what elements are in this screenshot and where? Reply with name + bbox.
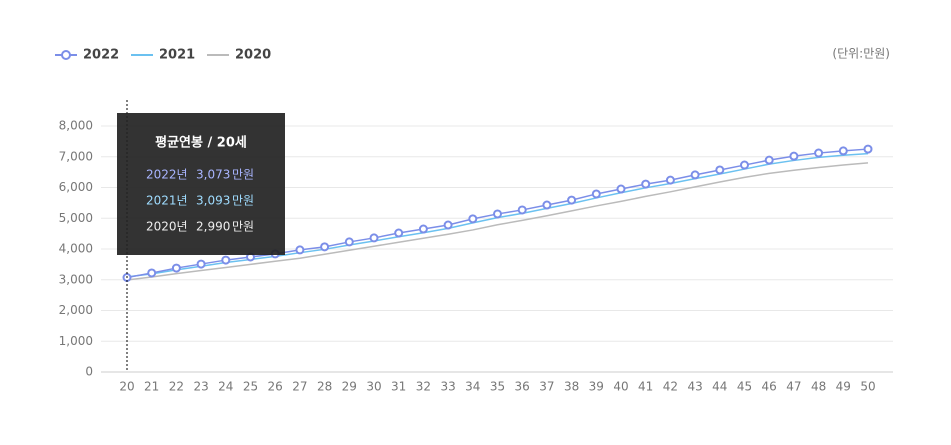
x-tick-label: 32 (416, 380, 431, 394)
tooltip-value: 2,990 (196, 220, 230, 234)
x-tick-label: 20 (119, 380, 134, 394)
data-point (591, 189, 601, 199)
tooltip-year: 2021년 (146, 194, 188, 208)
data-point (443, 220, 453, 230)
y-tick-label: 5,000 (59, 211, 93, 225)
data-point (715, 165, 725, 175)
tooltip-unit: 만원 (232, 168, 254, 182)
x-tick-label: 46 (762, 380, 777, 394)
data-point (394, 228, 404, 238)
tooltip-value: 3,093 (196, 194, 230, 208)
x-tick-label: 45 (737, 380, 752, 394)
data-point (295, 245, 305, 255)
series-line (126, 162, 869, 281)
x-tick-label: 34 (465, 380, 480, 394)
data-point (320, 242, 330, 252)
data-point (764, 155, 774, 165)
x-tick-label: 30 (366, 380, 381, 394)
tooltip-value: 3,073 (196, 168, 230, 182)
x-tick-label: 38 (564, 380, 579, 394)
data-point (418, 224, 428, 234)
x-tick-label: 26 (268, 380, 283, 394)
x-tick-label: 50 (860, 380, 875, 394)
data-point (838, 146, 848, 156)
x-tick-label: 27 (292, 380, 307, 394)
x-tick-label: 43 (687, 380, 702, 394)
tooltip-title: 평균연봉 / 20세 (155, 135, 247, 151)
x-tick-label: 36 (515, 380, 530, 394)
y-tick-label: 3,000 (59, 272, 93, 286)
unit-label: (단위:만원) (832, 47, 890, 61)
data-point (616, 184, 626, 194)
data-point (690, 170, 700, 180)
y-tick-label: 1,000 (59, 334, 93, 348)
tooltip-unit: 만원 (232, 220, 254, 234)
tooltip: 평균연봉 / 20세 2022년 3,073 만원 2021년 3,093 만원… (117, 100, 285, 372)
data-point (221, 255, 231, 265)
tooltip-box (117, 113, 285, 255)
data-point (641, 179, 651, 189)
x-tick-label: 29 (342, 380, 357, 394)
data-point (468, 214, 478, 224)
legend-label: 2020 (235, 48, 271, 63)
data-point (171, 263, 181, 273)
y-tick-label: 7,000 (59, 149, 93, 163)
x-tick-label: 47 (786, 380, 801, 394)
x-tick-label: 35 (490, 380, 505, 394)
y-tick-label: 0 (85, 365, 93, 379)
x-tick-label: 37 (539, 380, 554, 394)
x-tick-label: 23 (193, 380, 208, 394)
x-tick-label: 44 (712, 380, 727, 394)
tooltip-year: 2022년 (146, 168, 188, 182)
tooltip-year: 2020년 (146, 220, 188, 234)
data-point (147, 268, 157, 278)
y-tick-label: 8,000 (59, 119, 93, 133)
data-point (740, 160, 749, 170)
x-tick-label: 41 (638, 380, 653, 394)
x-tick-label: 40 (613, 380, 628, 394)
x-tick-label: 24 (218, 380, 233, 394)
x-tick-label: 49 (836, 380, 851, 394)
x-tick-label: 22 (169, 380, 184, 394)
x-tick-label: 42 (663, 380, 678, 394)
legend-label: 2021 (159, 48, 195, 63)
data-point (196, 259, 206, 269)
data-point (789, 151, 799, 161)
legend-label: 2022 (83, 48, 119, 63)
legend-marker (61, 50, 71, 60)
tooltip-unit: 만원 (232, 194, 254, 208)
data-point (567, 195, 577, 205)
x-tick-label: 48 (811, 380, 826, 394)
data-point (493, 209, 502, 219)
y-tick-label: 2,000 (59, 303, 93, 317)
y-tick-label: 4,000 (59, 242, 93, 256)
y-tick-label: 6,000 (59, 180, 93, 194)
data-point (542, 200, 552, 210)
data-point (665, 175, 675, 185)
x-tick-label: 28 (317, 380, 332, 394)
data-point (863, 144, 873, 154)
x-tick-label: 21 (144, 380, 159, 394)
x-tick-label: 25 (243, 380, 258, 394)
x-tick-label: 39 (589, 380, 604, 394)
x-tick-label: 31 (391, 380, 406, 394)
data-point (369, 233, 379, 243)
data-point (517, 205, 527, 215)
x-tick-label: 33 (440, 380, 455, 394)
data-point (344, 237, 354, 247)
data-point (814, 148, 824, 158)
